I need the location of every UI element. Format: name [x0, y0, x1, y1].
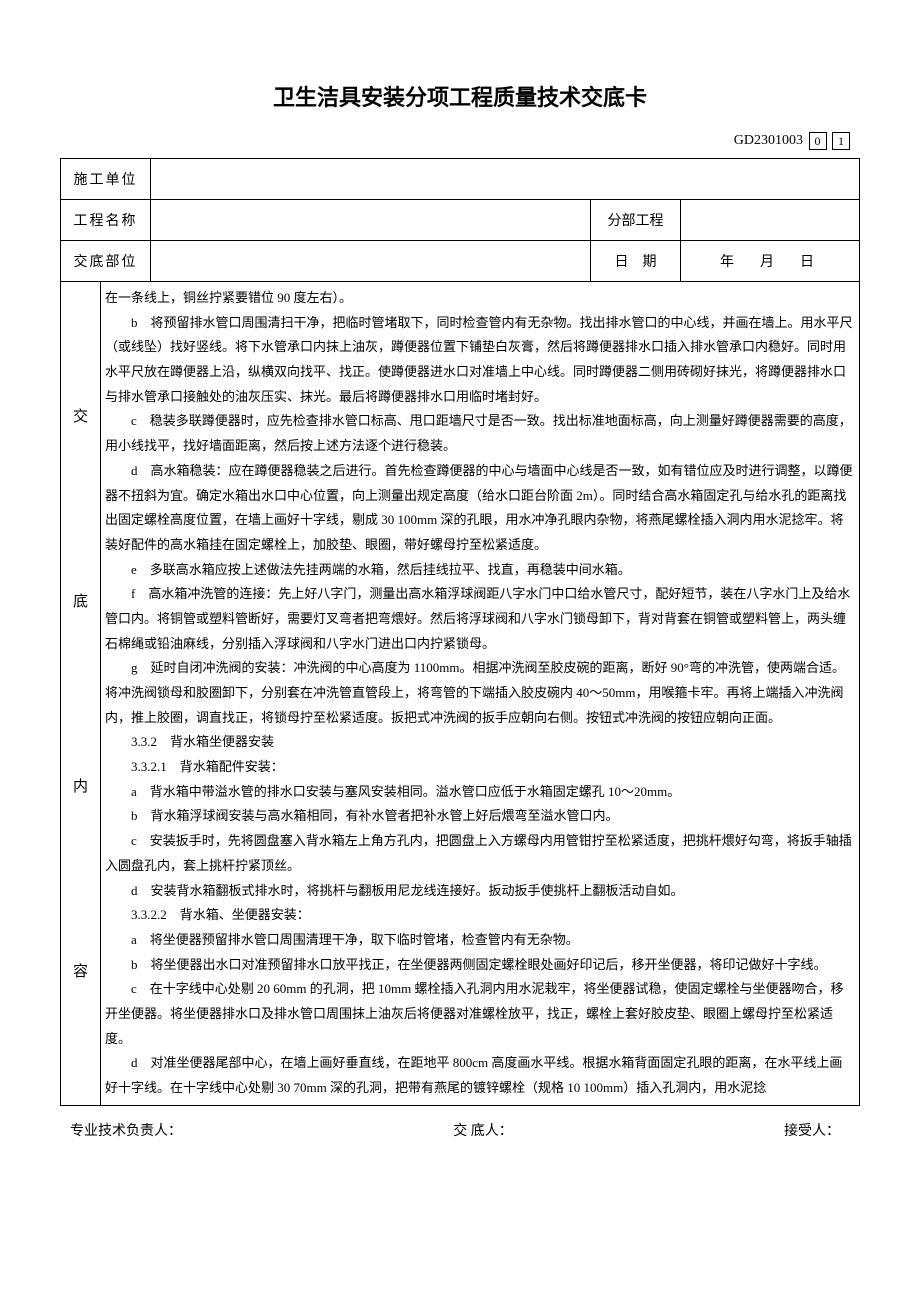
project-name-label: 工程名称	[61, 200, 151, 241]
content-line: d 高水箱稳装：应在蹲便器稳装之后进行。首先检查蹲便器的中心与墙面中心线是否一致…	[101, 459, 857, 558]
side-char-2: 底	[61, 590, 100, 611]
side-char-3: 内	[61, 775, 100, 796]
date-value: 年 月 日	[681, 241, 860, 282]
content-line: g 延时自闭冲洗阀的安装：冲洗阀的中心高度为 1100mm。相据冲洗阀至胶皮碗的…	[101, 656, 857, 730]
footer-signatures: 专业技术负责人： 交 底人： 接受人：	[60, 1120, 860, 1140]
content-line: d 安装背水箱翻板式排水时，将挑杆与翻板用尼龙线连接好。扳动扳手使挑杆上翻板活动…	[101, 879, 857, 904]
disclosing-person-sign: 交 底人：	[453, 1120, 513, 1140]
date-label: 日 期	[591, 241, 681, 282]
content-line: c 安装扳手时，先将圆盘塞入背水箱左上角方孔内，把圆盘上入方螺母内用管钳拧至松紧…	[101, 829, 857, 878]
content-line: b 将预留排水管口周围清扫干净，把临时管堵取下，同时检查管内有无杂物。找出排水管…	[101, 311, 857, 410]
sub-project-value	[681, 200, 860, 241]
content-table: 交 底 内 容 在一条线上，铜丝拧紧要错位 90 度左右）。 b 将预留排水管口…	[60, 282, 860, 1106]
content-side-label: 交 底 内 容	[61, 282, 101, 1105]
content-line: 在一条线上，铜丝拧紧要错位 90 度左右）。	[101, 286, 857, 311]
content-body: 在一条线上，铜丝拧紧要错位 90 度左右）。 b 将预留排水管口周围清扫干净，把…	[101, 282, 860, 1105]
construction-unit-label: 施工单位	[61, 159, 151, 200]
content-line: c 在十字线中心处剔 20 60mm 的孔洞，把 10mm 螺栓插入孔洞内用水泥…	[101, 977, 857, 1051]
doc-number-row: GD2301003 0 1	[60, 132, 860, 150]
receiver-sign: 接受人：	[784, 1120, 840, 1140]
content-line: 3.3.2.2 背水箱、坐便器安装：	[101, 903, 857, 928]
content-line: e 多联高水箱应按上述做法先挂两端的水箱，然后挂线拉平、找直，再稳装中间水箱。	[101, 558, 857, 583]
page-title: 卫生洁具安装分项工程质量技术交底卡	[60, 80, 860, 112]
content-line: a 背水箱中带溢水管的排水口安装与塞风安装相同。溢水管口应低于水箱固定螺孔 10…	[101, 780, 857, 805]
content-line: 3.3.2 背水箱坐便器安装	[101, 730, 857, 755]
side-char-4: 容	[61, 960, 100, 981]
sub-project-label: 分部工程	[591, 200, 681, 241]
disclosure-part-value	[151, 241, 591, 282]
header-table: 施工单位 工程名称 分部工程 交底部位 日 期 年 月 日	[60, 158, 860, 282]
project-name-value	[151, 200, 591, 241]
content-line: d 对准坐便器尾部中心，在墙上画好垂直线，在距地平 800cm 高度画水平线。根…	[101, 1051, 857, 1100]
content-line: f 高水箱冲洗管的连接：先上好八字门，测量出高水箱浮球阀距八字水门中口给水管尺寸…	[101, 582, 857, 656]
content-line: 3.3.2.1 背水箱配件安装：	[101, 755, 857, 780]
disclosure-part-label: 交底部位	[61, 241, 151, 282]
content-line: b 背水箱浮球阀安装与高水箱相同，有补水管者把补水管上好后煨弯至溢水管口内。	[101, 804, 857, 829]
side-char-1: 交	[61, 405, 100, 426]
content-line: a 将坐便器预留排水管口周围清理干净，取下临时管堵，检查管内有无杂物。	[101, 928, 857, 953]
tech-lead-sign: 专业技术负责人：	[70, 1120, 182, 1140]
content-line: c 稳装多联蹲便器时，应先检查排水管口标高、甩口距墙尺寸是否一致。找出标准地面标…	[101, 409, 857, 458]
doc-box-1: 0	[809, 132, 827, 150]
content-line: b 将坐便器出水口对准预留排水口放平找正，在坐便器两侧固定螺栓眼处画好印记后，移…	[101, 953, 857, 978]
doc-number: GD2301003	[734, 133, 803, 148]
doc-box-2: 1	[832, 132, 850, 150]
construction-unit-value	[151, 159, 860, 200]
